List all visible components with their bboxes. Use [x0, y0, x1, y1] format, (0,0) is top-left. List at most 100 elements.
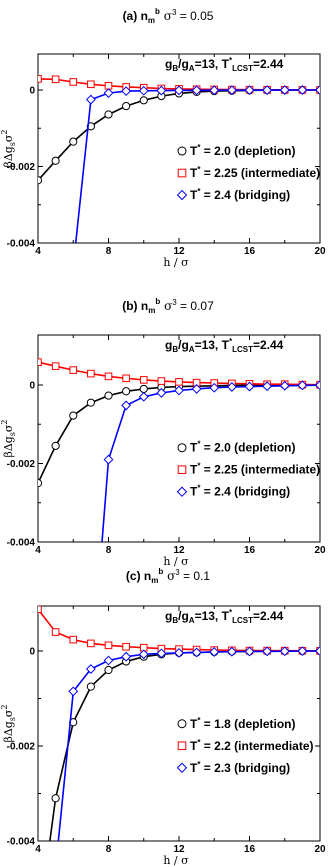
data-point — [191, 647, 202, 658]
data-point — [87, 80, 95, 89]
data-point — [226, 85, 237, 96]
legend-marker — [176, 762, 188, 773]
data-point — [104, 665, 113, 675]
data-point — [279, 85, 290, 95]
data-point — [209, 647, 220, 657]
data-point — [139, 384, 148, 394]
data-point — [156, 648, 167, 659]
y-tick-label: -0.002 — [7, 459, 36, 470]
x-tick-label: 20 — [314, 545, 326, 556]
x-tick-label: 12 — [173, 545, 185, 556]
data-point — [226, 646, 237, 657]
x-tick-label: 8 — [106, 246, 112, 257]
y-axis-label: βΔgsσ2 — [0, 704, 17, 742]
y-tick-label: -0.004 — [7, 239, 36, 250]
legend-marker — [176, 486, 188, 497]
x-tick-label: 16 — [244, 844, 256, 855]
data-point — [297, 646, 308, 657]
data-point — [38, 75, 42, 83]
data-point — [122, 387, 131, 396]
annotation: gB/gA=13, T*LCST=2.44 — [165, 608, 284, 625]
legend-marker — [177, 146, 187, 156]
data-point — [69, 137, 78, 146]
data-point — [87, 369, 95, 378]
data-point — [297, 380, 308, 391]
data-point — [51, 362, 60, 370]
legend-label: T* = 1.8 (depletion) — [190, 716, 295, 731]
panel-b: (b) nmb σ3 = 0.07 4 8 12 16 20 0 -0.002 -0.004 h … — [0, 297, 326, 568]
plot-frame — [37, 334, 321, 543]
data-point — [262, 381, 273, 392]
annotation: gB/gA=13, T*LCST=2.44 — [165, 56, 284, 73]
series-line — [57, 650, 320, 841]
data-point — [138, 391, 149, 402]
y-tick-label: -0.004 — [7, 837, 36, 848]
x-tick-label: 20 — [314, 844, 326, 855]
data-point — [69, 635, 78, 644]
data-point — [104, 110, 113, 119]
legend-marker — [177, 719, 187, 729]
data-point — [69, 78, 78, 86]
series-diamond — [57, 646, 320, 841]
data-point — [86, 682, 95, 691]
data-point — [121, 651, 132, 662]
data-point — [122, 374, 130, 383]
data-point — [51, 628, 60, 636]
y-axis-label: βΔgsσ2 — [0, 129, 17, 167]
data-point — [51, 794, 60, 803]
data-point — [156, 85, 167, 96]
y-tick-label: 0 — [29, 86, 35, 97]
data-point — [209, 85, 220, 96]
data-point — [103, 454, 114, 465]
legend-label: T* = 2.25 (intermediate) — [190, 165, 320, 180]
data-point — [121, 86, 132, 97]
data-point — [174, 647, 184, 658]
series-diamond — [101, 380, 320, 542]
data-point — [175, 378, 183, 386]
data-point — [315, 85, 320, 95]
data-point — [104, 372, 113, 381]
data-point — [226, 382, 237, 392]
y-tick-label: 0 — [29, 381, 35, 392]
data-point — [38, 606, 42, 614]
legend-marker — [177, 465, 187, 475]
panel-title: (b) nmb σ3 = 0.07 — [122, 297, 214, 315]
data-point — [103, 655, 114, 666]
y-tick-label: 0 — [29, 647, 35, 658]
data-point — [279, 646, 290, 657]
legend-label: T* = 2.3 (bridging) — [190, 760, 290, 775]
data-point — [209, 382, 220, 393]
data-point — [38, 479, 43, 488]
x-tick-label: 8 — [106, 545, 112, 556]
data-point — [262, 85, 273, 96]
data-point — [174, 385, 184, 396]
legend-label: T* = 2.4 (bridging) — [190, 484, 290, 499]
data-point — [244, 85, 255, 96]
data-point — [69, 366, 78, 374]
data-point — [191, 384, 202, 394]
data-point — [139, 376, 148, 384]
y-tick-label: -0.004 — [7, 538, 36, 549]
data-point — [38, 358, 42, 367]
x-tick-label: 4 — [35, 844, 41, 855]
data-point — [87, 639, 95, 648]
x-axis-label: h / σ — [163, 256, 189, 269]
x-tick-label: 12 — [173, 844, 185, 855]
data-point — [104, 391, 113, 400]
legend-marker — [177, 168, 187, 178]
legend-label: T* = 2.0 (depletion) — [190, 143, 295, 158]
x-tick-label: 4 — [35, 545, 41, 556]
data-point — [86, 398, 95, 407]
panel-title: (a) nmb σ3 = 0.05 — [123, 7, 214, 25]
legend-label: T* = 2.25 (intermediate) — [190, 462, 320, 477]
data-point — [138, 85, 149, 96]
data-point — [51, 75, 60, 84]
data-point — [191, 85, 202, 96]
data-point — [174, 85, 184, 96]
data-point — [157, 377, 166, 385]
data-point — [69, 411, 78, 420]
x-tick-label: 8 — [106, 844, 112, 855]
panel-c: (c) nmb σ3 = 0.1 4 8 12 16 20 0 -0.002 -0.004 h /… — [0, 567, 326, 867]
data-point — [51, 441, 60, 450]
